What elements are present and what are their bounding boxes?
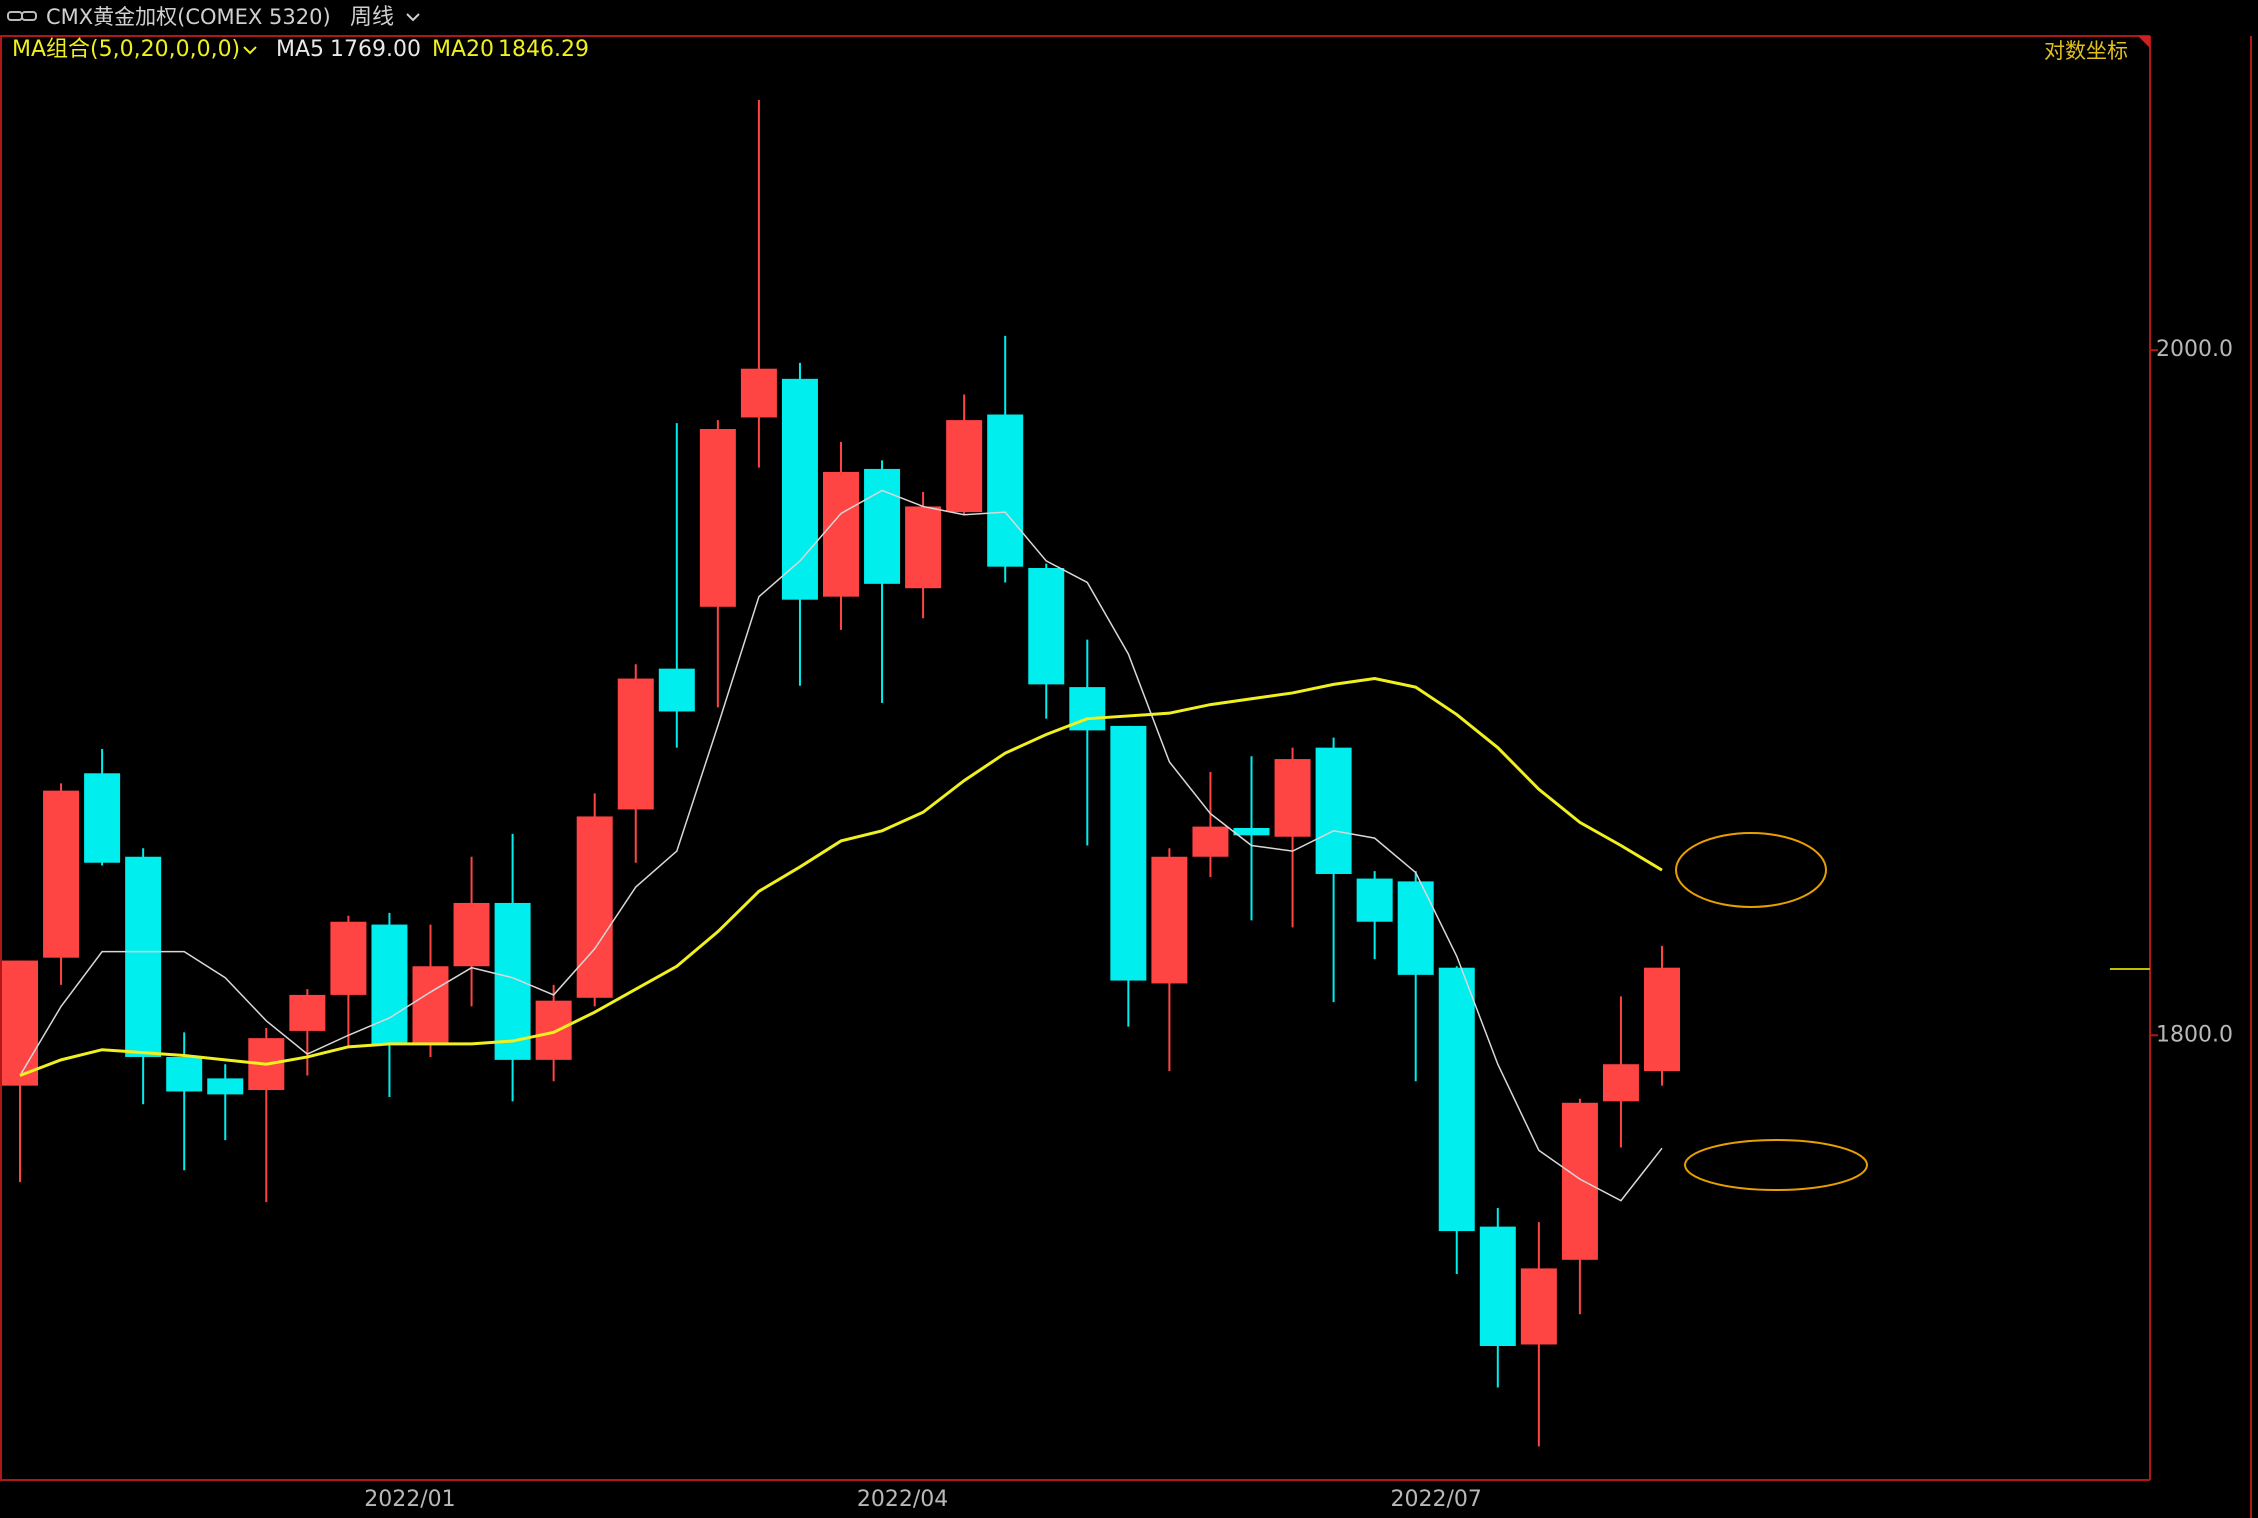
period-chevron[interactable] — [406, 13, 420, 22]
candle-body — [289, 994, 326, 1031]
x-tick-label: 2022/04 — [857, 1487, 948, 1512]
candle-body — [125, 856, 162, 1057]
ma-line — [19, 677, 1663, 1077]
candle-body — [1315, 747, 1352, 874]
ma5-value: 1769.00 — [330, 37, 421, 62]
candle-body — [453, 902, 490, 967]
candle-body — [617, 678, 654, 810]
x-tick-label: 2022/07 — [1391, 1487, 1482, 1512]
candle-body — [699, 428, 736, 607]
highlight-ellipse — [1675, 832, 1827, 908]
candle-body — [1397, 881, 1434, 975]
period[interactable]: 周线 — [350, 5, 394, 30]
ma-line — [19, 489, 1663, 1202]
plot-frame — [0, 35, 2252, 1518]
x-tick-label: 2022/01 — [364, 1487, 455, 1512]
candle-body — [781, 378, 818, 600]
ma5-name: MA5 — [276, 37, 324, 62]
corner-marker — [2138, 36, 2150, 48]
candle-body — [987, 414, 1024, 567]
candle-body — [1151, 856, 1188, 984]
highlight-ellipse — [1684, 1139, 1868, 1191]
candle-body — [823, 471, 859, 597]
scale-label[interactable]: 对数坐标 — [2044, 39, 2128, 63]
candle-body — [1438, 967, 1475, 1232]
candle-body — [1520, 1268, 1557, 1345]
candle-body — [2, 960, 38, 1086]
candle-body — [371, 924, 408, 1044]
candle-body — [535, 1000, 572, 1060]
ma20-name: MA20 — [432, 37, 494, 62]
candle-body — [576, 816, 613, 998]
y-tick-label: 2000.0 — [2156, 337, 2233, 362]
candle-body — [740, 368, 777, 418]
indicator-chevron[interactable] — [243, 46, 257, 55]
chart-title[interactable]: CMX黄金加权(COMEX 5320) — [46, 5, 331, 29]
candle-body — [1274, 759, 1311, 837]
candle-body — [946, 420, 983, 513]
y-tick-label: 1800.0 — [2156, 1022, 2233, 1047]
candle-body — [1028, 568, 1065, 685]
link-icon — [7, 11, 37, 21]
candle-body — [84, 773, 121, 863]
candle-body — [658, 668, 695, 712]
candle-body — [1561, 1102, 1598, 1260]
candle-body — [43, 790, 80, 958]
candle-body — [1356, 878, 1393, 922]
candle-body — [1644, 967, 1680, 1072]
candle-body — [1479, 1226, 1516, 1347]
candle-body — [494, 902, 531, 1060]
candle-body — [1192, 826, 1229, 857]
candle-body — [330, 921, 367, 995]
candle-body — [412, 966, 449, 1044]
candle-body — [166, 1056, 203, 1092]
candle-body — [905, 506, 942, 589]
candle-body — [1602, 1064, 1639, 1102]
candle-body — [1110, 725, 1147, 981]
candle-body — [864, 468, 901, 584]
ma20-value: 1846.29 — [498, 37, 589, 62]
candle-body — [207, 1078, 244, 1095]
candle-body — [1233, 827, 1270, 836]
indicator[interactable]: MA组合(5,0,20,0,0,0) — [12, 37, 240, 62]
